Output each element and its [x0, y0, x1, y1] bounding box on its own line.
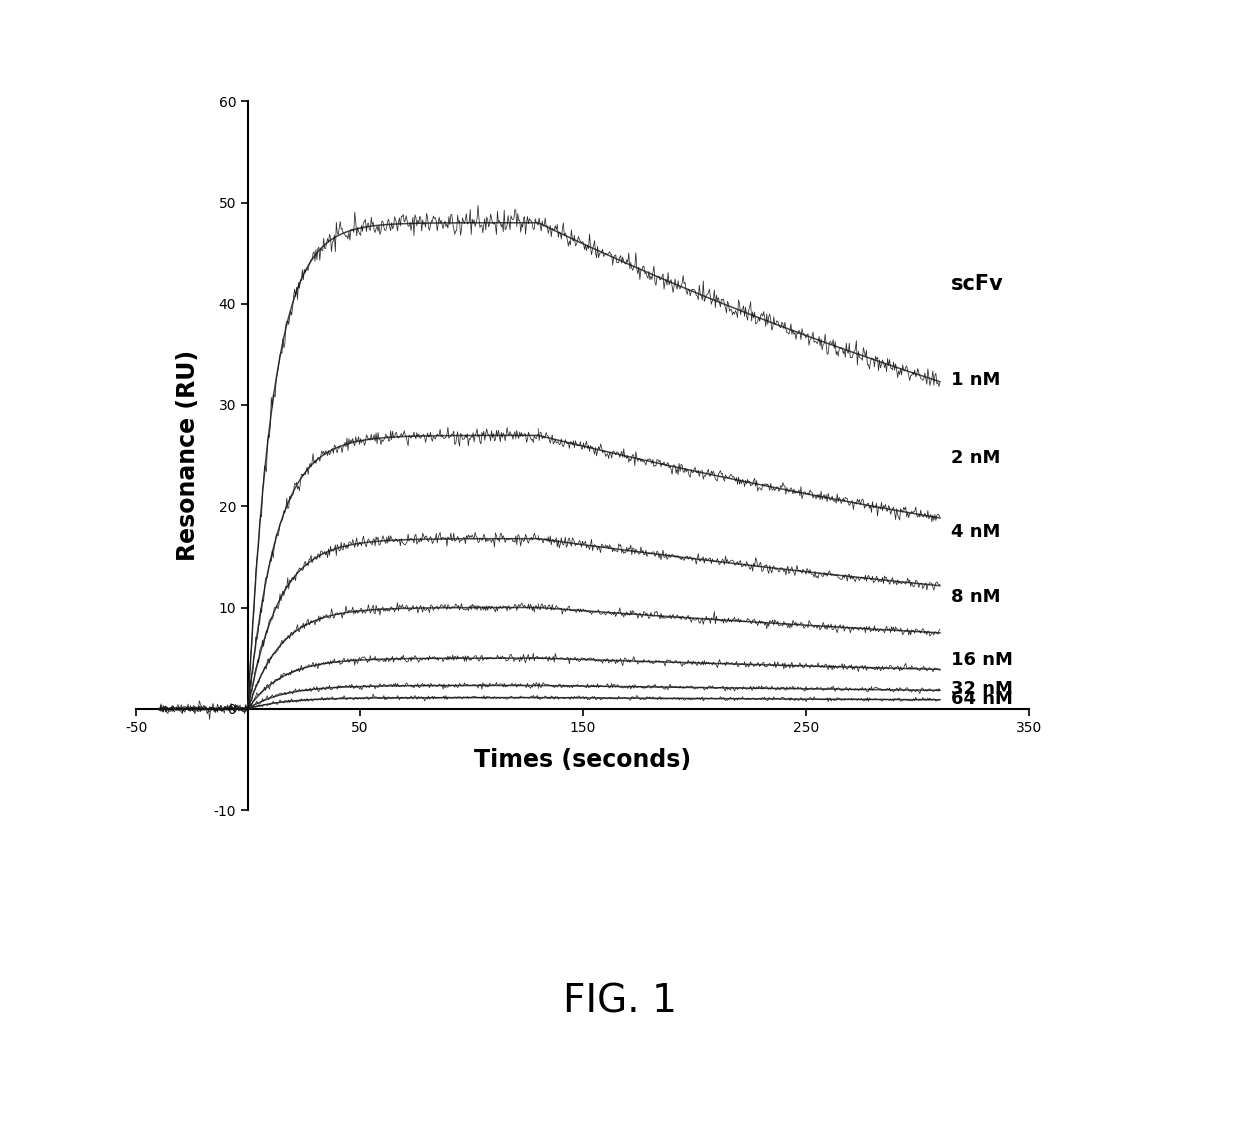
X-axis label: Times (seconds): Times (seconds): [474, 748, 692, 773]
Text: 4 nM: 4 nM: [951, 522, 1001, 540]
Text: scFv: scFv: [951, 273, 1004, 294]
Text: FIG. 1: FIG. 1: [563, 982, 677, 1020]
Text: 64 nM: 64 nM: [951, 690, 1013, 708]
Text: 2 nM: 2 nM: [951, 449, 1001, 467]
Text: 16 nM: 16 nM: [951, 651, 1013, 669]
Text: 32 nM: 32 nM: [951, 680, 1013, 698]
Text: 1 nM: 1 nM: [951, 371, 1001, 388]
Text: 8 nM: 8 nM: [951, 588, 1001, 606]
Y-axis label: Resonance (RU): Resonance (RU): [176, 350, 200, 561]
